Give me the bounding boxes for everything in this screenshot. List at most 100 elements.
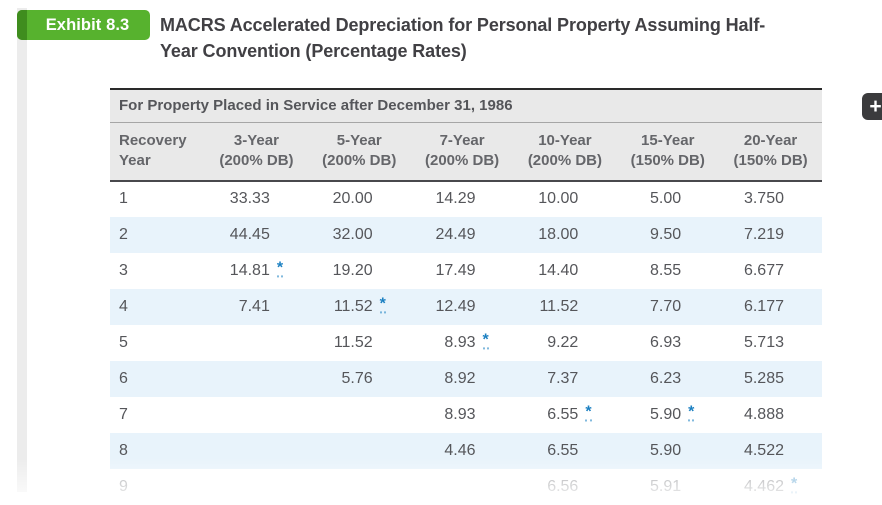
recovery-year-cell: 3 [119,261,128,279]
rate-cell: 8.92 [411,361,514,397]
table-row: 3 14.81 * 19.20 17.49 14.40 8.55 6.677 [110,253,822,289]
table-row: 2 44.45 32.00 24.49 18.00 9.50 7.219 [110,216,822,253]
rate-cell [308,469,411,505]
rate-cell: 7.219 [719,217,822,253]
rate-value: 8.92 [444,369,476,387]
footnote-asterisk-link[interactable]: * [482,331,489,350]
rate-value: 11.52 * [333,295,386,315]
rate-cell: 14.40 [514,253,617,289]
rate-value: 12.49 [435,297,476,315]
rate-cell: 5.91 [616,469,719,505]
footnote-asterisk-link[interactable]: * [276,259,284,278]
rate-value: 24.49 [435,225,476,243]
rate-cell: 4.888 [719,397,822,433]
recovery-year-cell: 2 [119,225,128,243]
recovery-year-cell: 9 [119,477,128,495]
column-header: 7-Year (200% DB) [410,123,514,182]
rate-value: 32.00 [332,225,373,243]
rate-cell: 11.52 * [308,289,411,325]
rate-value: 18.00 [538,225,579,243]
rate-cell: 3.750 [719,181,822,217]
recovery-year-cell: 1 [119,190,128,208]
rate-value: 5.285 [743,369,784,387]
rate-cell: 32.00 [308,217,411,253]
rate-value: 14.81 * [229,259,284,279]
rate-cell: 4.46 [411,433,514,469]
rate-value: 33.33 [229,190,270,208]
column-header-row: Recovery Year 3-Year (200% DB) 5-Year (200% D… [110,123,822,182]
footnote-asterisk-link[interactable]: * [791,475,798,494]
rate-value: 7.70 [650,297,682,315]
rate-cell [205,397,308,433]
rate-value: 10.00 [538,190,579,208]
column-header: 20-Year (150% DB) [719,123,822,182]
rate-value: 6.55 [547,441,579,459]
rate-value: 17.49 [435,261,476,279]
rate-value: 7.41 [238,297,270,315]
rate-cell: 6.177 [719,289,822,325]
rate-value: 9.22 [547,333,579,351]
rate-value: 11.52 [539,297,579,315]
rate-cell [411,469,514,505]
rate-cell: 6.56 [514,469,617,505]
rate-value: 5.713 [743,333,784,351]
footnote-asterisk-link[interactable]: * [688,403,695,422]
rate-cell: 44.45 [205,217,308,253]
rate-value: 4.462 * [743,475,798,495]
recovery-year-cell: 7 [119,405,128,423]
rate-cell: 10.00 [514,181,617,217]
table-row: 7 8.93 6.55 * 5.90 * 4.888 [110,397,822,433]
page-edge-strip [17,8,27,492]
rate-value: 4.888 [743,405,784,423]
exhibit-badge: Exhibit 8.3 [17,10,150,40]
footnote-asterisk-link[interactable]: * [379,295,386,314]
expand-button[interactable]: + [862,93,882,120]
recovery-year-cell: 8 [119,441,128,459]
rate-cell: 5.713 [719,325,822,361]
table-row: 6 5.76 8.92 7.37 6.23 5.285 [110,360,822,397]
rate-cell: 6.55 * [514,397,617,433]
rate-value: 4.46 [444,441,476,459]
rate-cell: 6.55 [514,433,617,469]
page-title: MACRS Accelerated Depreciation for Perso… [160,12,872,64]
rate-cell: 33.33 [205,181,308,217]
exhibit-badge-label: Exhibit 8.3 [45,15,130,34]
rate-value: 14.40 [538,261,579,279]
rate-cell: 8.55 [616,253,719,289]
rate-value: 9.50 [650,225,682,243]
rate-cell: 7.41 [205,289,308,325]
rate-value: 11.52 [333,333,373,351]
column-header: 15-Year (150% DB) [616,123,720,182]
rate-value: 7.37 [547,369,579,387]
rate-cell [308,433,411,469]
rate-cell: 8.93 * [411,325,514,361]
exhibit-badge-fold [17,10,27,40]
rate-value: 20.00 [332,190,373,208]
rate-cell: 5.90 * [616,397,719,433]
rate-cell: 8.93 [411,397,514,433]
rate-cell: 18.00 [514,217,617,253]
rate-cell: 20.00 [308,181,411,217]
rate-cell [205,433,308,469]
rate-cell: 7.37 [514,361,617,397]
column-header: 3-Year (200% DB) [205,123,308,182]
rate-value: 8.93 * [444,331,489,351]
table-row: 1 33.33 20.00 14.29 10.00 5.00 3.750 [110,181,822,217]
macrs-table: Recovery Year 3-Year (200% DB) 5-Year (200% D… [110,123,822,505]
rate-value: 5.90 * [650,403,695,423]
rate-value: 4.522 [743,441,784,459]
recovery-year-cell: 6 [119,369,128,387]
rate-cell: 9.50 [616,217,719,253]
rate-cell: 4.462 * [719,469,822,505]
rate-cell [205,325,308,361]
rate-value: 5.90 [650,441,682,459]
rate-cell [205,469,308,505]
rate-value: 8.55 [650,261,682,279]
rate-cell: 5.285 [719,361,822,397]
rate-value: 44.45 [229,225,270,243]
table-row: 4 7.41 11.52 * 12.49 11.52 7.70 6.177 [110,288,822,325]
rate-value: 8.93 [444,405,476,423]
column-header: 10-Year (200% DB) [513,123,617,182]
rate-value: 3.750 [743,190,784,208]
footnote-asterisk-link[interactable]: * [585,403,592,422]
